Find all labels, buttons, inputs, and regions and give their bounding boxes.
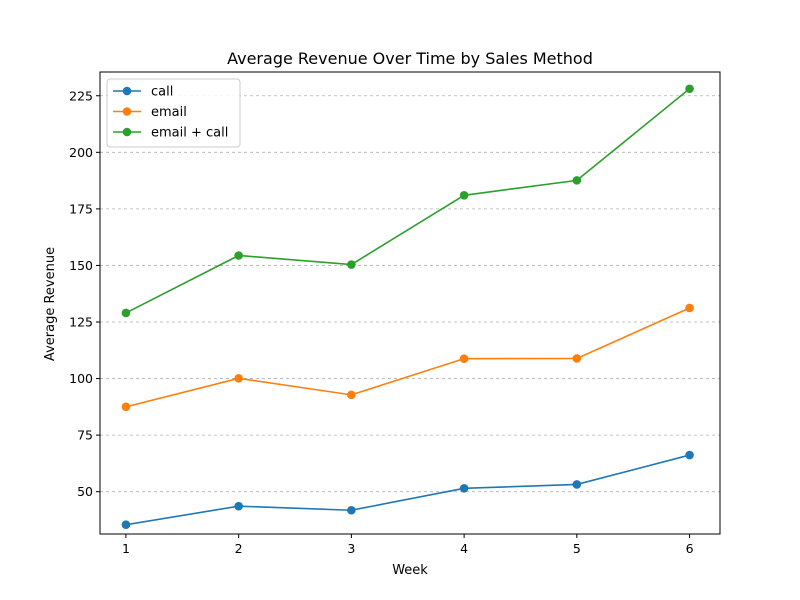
x-tick-label: 5 [573,541,581,556]
y-tick-label: 200 [69,145,93,160]
y-tick-label: 125 [69,315,93,330]
data-point [572,176,582,185]
data-point [459,354,469,363]
data-point [347,260,356,269]
y-tick-label: 225 [69,88,93,103]
series-layer [121,84,694,530]
y-axis-label: Average Revenue [43,247,58,361]
y-tick-label: 50 [77,484,93,499]
data-point [347,390,356,400]
data-point [572,354,582,363]
data-point [121,308,131,318]
legend-box [106,78,241,148]
data-point [234,501,243,511]
x-tick-label: 1 [122,541,130,556]
series-line [125,454,690,526]
grid-lines [100,95,720,493]
plot-area-frame [99,71,721,535]
y-tick-label: 100 [69,371,93,386]
data-point [459,483,469,493]
y-tick-label: 75 [77,428,93,443]
y-axis: 50 75 100 125 150 175 200 225 [69,88,100,499]
x-tick-label: 4 [460,541,468,556]
legend-label: email + call [151,126,228,141]
data-point [685,303,694,313]
series-line [125,307,690,408]
data-point [459,191,469,200]
legend-label: call [151,85,173,100]
legend-label: email [151,105,187,120]
series-line [125,88,691,314]
series-email-call [121,84,694,318]
data-point [121,402,131,412]
data-point [234,251,243,260]
data-point [234,374,243,383]
legend: call email email + call [106,78,241,148]
legend-marker [122,107,132,116]
data-point [572,480,582,489]
legend-marker [122,86,132,96]
series-email [121,303,694,412]
data-point [347,505,356,515]
data-point [685,450,694,460]
data-point [685,84,694,94]
x-axis-label: Week [392,563,428,578]
x-tick-label: 6 [686,541,694,556]
y-tick-label: 175 [69,201,93,216]
legend-marker [122,127,132,137]
chart-title: Average Revenue Over Time by Sales Metho… [227,49,593,68]
data-point [121,520,131,530]
x-tick-label: 3 [347,541,355,556]
series-call [121,450,694,530]
x-tick-label: 2 [235,541,243,556]
x-axis: 1 2 3 4 5 6 [122,534,694,556]
y-tick-label: 150 [69,258,93,273]
